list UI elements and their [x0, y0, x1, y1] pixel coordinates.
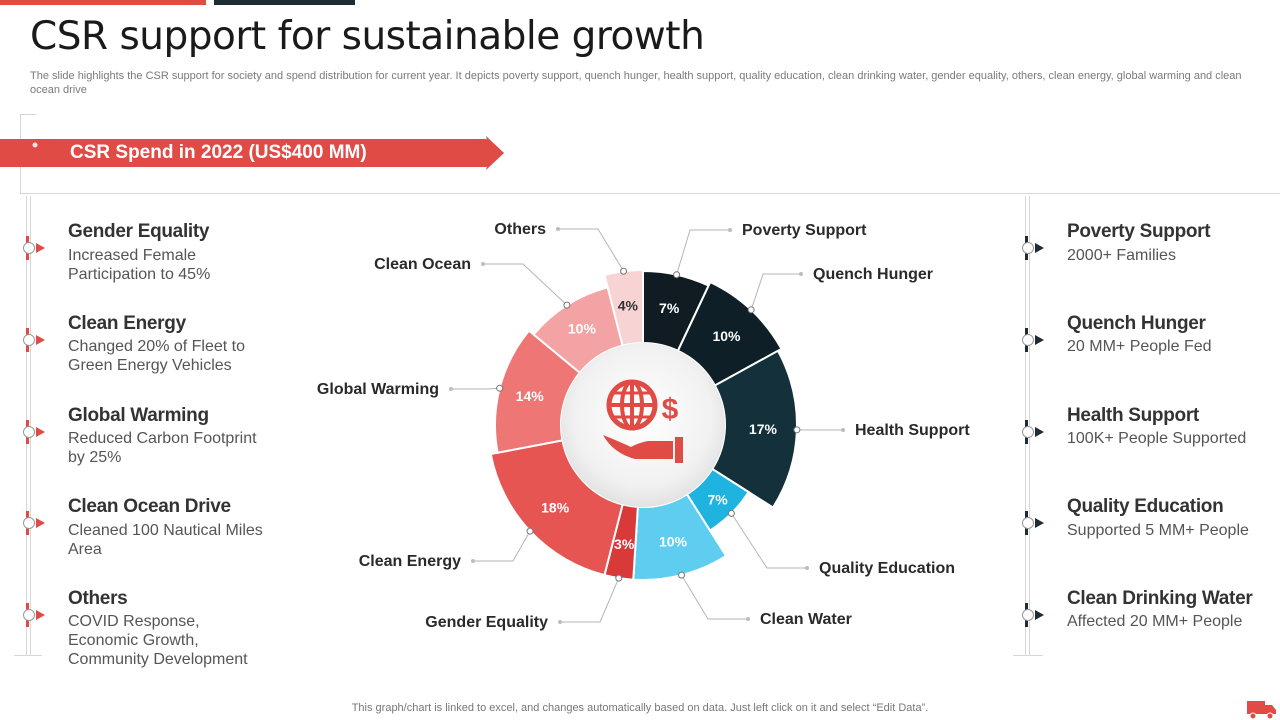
slice-percent-label: 14%	[516, 388, 545, 404]
leader-end-dot	[471, 559, 475, 563]
leader-end-dot	[449, 387, 453, 391]
top-accent-red	[0, 0, 206, 5]
category-label: Clean Energy	[359, 553, 461, 570]
others-title: Others	[68, 588, 128, 609]
truck-icon	[1247, 701, 1276, 720]
category-label: Quench Hunger	[813, 266, 933, 283]
global-warming-title: Global Warming	[68, 405, 209, 426]
spend-banner: CSR Spend in 2022 (US$400 MM)	[0, 136, 504, 170]
leader-end-dot	[746, 617, 750, 621]
timeline-marker-icon	[23, 236, 47, 260]
clean-ocean-drive-title: Clean Ocean Drive	[68, 496, 231, 517]
clean-energy-desc: Changed 20% of Fleet to Green Energy Veh…	[68, 338, 246, 374]
slice-percent-label: 7%	[707, 492, 728, 508]
quality-education-desc: Supported 5 MM+ People	[1067, 522, 1249, 539]
timeline-marker-icon	[1022, 603, 1046, 627]
leader-line	[560, 577, 620, 623]
poverty-support-title: Poverty Support	[1067, 221, 1211, 242]
leader-dot	[620, 267, 628, 275]
leader-dot	[727, 509, 735, 517]
category-label: Health Support	[855, 422, 970, 439]
page-title: CSR support for sustainable growth	[30, 14, 705, 59]
footnote: This graph/chart is linked to excel, and…	[351, 702, 929, 714]
slice-percent-label: 10%	[659, 534, 688, 550]
slice-percent-label: 10%	[568, 321, 597, 337]
leader-dot	[793, 426, 801, 434]
slice-percent-label: 17%	[749, 421, 778, 437]
quench-hunger-desc: 20 MM+ People Fed	[1067, 338, 1212, 355]
leader-line	[473, 530, 531, 562]
health-support-desc: 100K+ People Supported	[1067, 430, 1247, 447]
globe-dollar-hand-icon: $	[603, 379, 683, 463]
leader-line	[681, 574, 748, 620]
leader-line	[451, 387, 500, 390]
others-desc: COVID Response, Economic Growth, Communi…	[68, 613, 248, 668]
leader-dot	[496, 384, 504, 392]
page-subtitle: The slide highlights the CSR support for…	[30, 70, 1242, 96]
top-accent-dark	[214, 0, 355, 5]
slice-percent-label: 7%	[659, 300, 680, 316]
poverty-support-desc: 2000+ Families	[1067, 247, 1176, 264]
leader-end-dot	[799, 272, 803, 276]
timeline-marker-icon	[23, 603, 47, 627]
clean-drinking-water-desc: Affected 20 MM+ People	[1067, 613, 1243, 630]
category-label: Gender Equality	[425, 614, 548, 631]
timeline-marker-icon	[23, 328, 47, 352]
slice-percent-label: 10%	[712, 328, 741, 344]
timeline-marker-icon	[1022, 236, 1046, 260]
leader-dot	[615, 574, 623, 582]
leader-line	[676, 229, 730, 275]
global-warming-desc: Reduced Carbon Footprint by 25%	[68, 430, 257, 466]
right-timeline-foot	[1013, 655, 1043, 656]
slice-percent-label: 3%	[614, 536, 635, 552]
leader-end-dot	[841, 428, 845, 432]
leader-line	[750, 273, 801, 310]
slice-percent-label: 18%	[541, 499, 570, 515]
gender-equality-desc: Increased Female Participation to 45%	[68, 247, 211, 283]
frame-divider-tick	[20, 114, 36, 115]
leader-end-dot	[805, 566, 809, 570]
donut-slice-clean-energy	[489, 439, 624, 577]
svg-text:$: $	[662, 393, 679, 426]
timeline-marker-icon	[23, 420, 47, 444]
leader-dot	[526, 527, 534, 535]
quench-hunger-title: Quench Hunger	[1067, 313, 1206, 334]
category-label: Poverty Support	[742, 222, 867, 239]
leader-end-dot	[728, 228, 732, 232]
category-label: Clean Ocean	[374, 256, 471, 273]
banner-title: CSR Spend in 2022 (US$400 MM)	[70, 142, 367, 163]
leader-end-dot	[558, 620, 562, 624]
left-timeline-foot	[14, 655, 42, 656]
leader-dot	[678, 571, 686, 579]
category-label: Others	[494, 221, 546, 238]
quality-education-title: Quality Education	[1067, 496, 1224, 517]
leader-line	[483, 263, 568, 306]
frame-divider-horizontal	[20, 193, 1280, 194]
banner-arrow-shape	[0, 136, 504, 170]
leader-dot	[673, 271, 681, 279]
category-label: Quality Education	[819, 560, 955, 577]
slice-percent-label: 4%	[618, 297, 639, 313]
timeline-marker-icon	[1022, 328, 1046, 352]
timeline-marker-icon	[1022, 511, 1046, 535]
leader-dot	[563, 301, 571, 309]
leader-line	[730, 513, 807, 569]
leader-end-dot	[556, 227, 560, 231]
health-support-title: Health Support	[1067, 405, 1199, 426]
timeline-marker-icon	[1022, 420, 1046, 444]
timeline-marker-icon	[23, 511, 47, 535]
leader-line	[558, 228, 625, 272]
category-label: Clean Water	[760, 611, 852, 628]
gender-equality-title: Gender Equality	[68, 221, 210, 242]
clean-drinking-water-title: Clean Drinking Water	[1067, 588, 1253, 609]
leader-end-dot	[481, 262, 485, 266]
clean-ocean-drive-desc: Cleaned 100 Nautical Miles Area	[68, 522, 263, 558]
leader-dot	[747, 306, 755, 314]
category-label: Global Warming	[317, 381, 439, 398]
clean-energy-title: Clean Energy	[68, 313, 186, 334]
